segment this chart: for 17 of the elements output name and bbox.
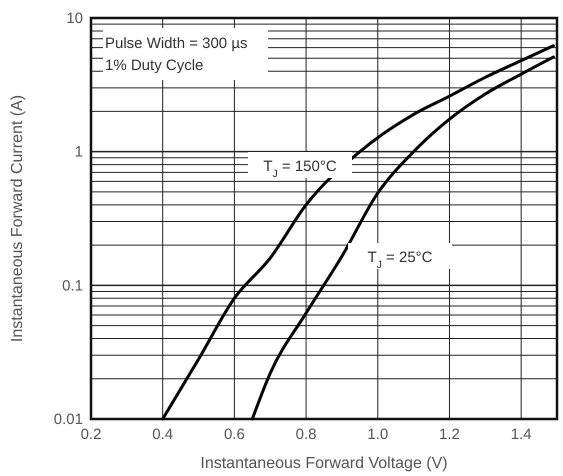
line-series — [250, 56, 555, 420]
y-tick-label: 0.01 — [54, 411, 83, 428]
series-label: T$_{J}$ = 150°C — [263, 158, 337, 180]
y-tick-label: 10 — [66, 10, 83, 27]
series-label: T$_{J}$ = 25°C — [367, 249, 433, 271]
y-tick-label: 0.1 — [62, 277, 83, 294]
x-axis-title: Instantaneous Forward Voltage (V) — [200, 455, 448, 472]
x-tick-label: 0.2 — [80, 426, 102, 443]
annotation: Pulse Width = 300 µs 1% Duty Cycle — [105, 35, 248, 74]
x-tick-label: 1.2 — [439, 426, 460, 443]
x-tick-label: 0.4 — [152, 426, 174, 443]
x-tick-label: 0.6 — [224, 426, 245, 443]
y-tick-label: 1 — [74, 144, 83, 161]
y-axis-title: Instantaneous Forward Current (A) — [9, 94, 26, 342]
x-tick-label: 0.8 — [296, 426, 317, 443]
x-tick-label: 1.4 — [510, 426, 532, 443]
x-tick-label: 1.0 — [367, 426, 388, 443]
